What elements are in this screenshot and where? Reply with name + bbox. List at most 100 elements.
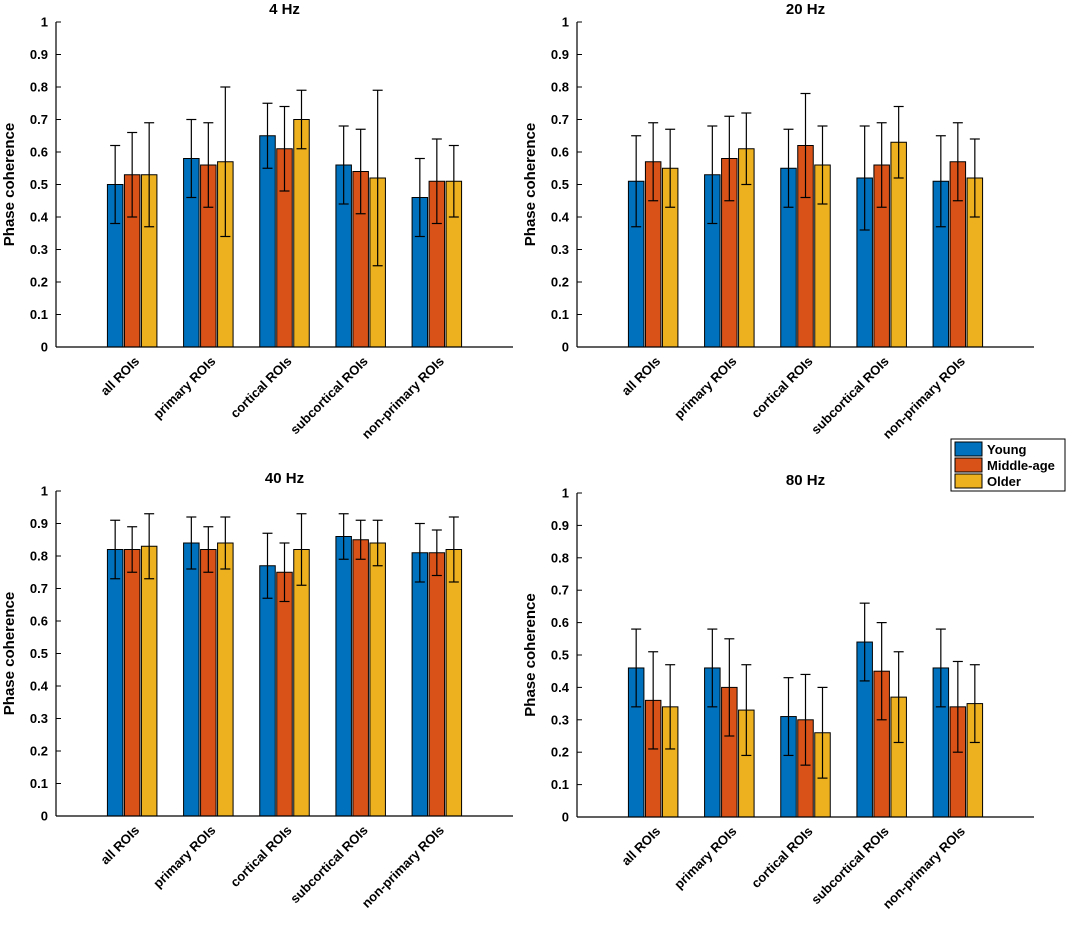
y-tick-label: 0.8 <box>30 80 48 95</box>
bar <box>293 549 310 817</box>
y-axis-label: Phase coherence <box>1 123 18 246</box>
bar <box>123 549 141 817</box>
chart-title: 80 Hz <box>786 472 825 489</box>
y-tick-label: 0.1 <box>30 776 48 791</box>
bar <box>217 542 234 817</box>
y-tick-label: 0.2 <box>30 744 48 759</box>
y-axis-label: Phase coherence <box>1 592 18 715</box>
bar <box>411 552 429 817</box>
y-tick-label: 0 <box>562 340 569 355</box>
legend-swatch-middle-age <box>954 457 983 473</box>
bar <box>106 549 124 817</box>
category-label: all ROIs <box>618 354 663 399</box>
category-label: cortical ROIs <box>227 354 294 421</box>
y-tick-label: 0 <box>41 809 48 824</box>
category-label: subcortical ROIs <box>287 354 371 438</box>
category-label: primary ROIs <box>150 823 218 891</box>
y-tick-label: 0.1 <box>551 777 569 792</box>
bar <box>293 119 310 348</box>
bar <box>352 539 369 817</box>
category-label: cortical ROIs <box>227 823 294 890</box>
y-tick-label: 0.1 <box>551 307 569 322</box>
chart-panel-2: 20 Hz Phase coherence 0 0.1 0.2 0.3 0.4 0.5 0.6 0… <box>522 1 1034 442</box>
y-tick-label: 0.7 <box>30 581 48 596</box>
y-tick-label: 0.1 <box>30 307 48 322</box>
legend-label-young: Young <box>987 442 1027 457</box>
y-tick-label: 0 <box>562 810 569 825</box>
y-tick-label: 0.9 <box>551 518 569 533</box>
y-tick-label: 0 <box>41 340 48 355</box>
y-tick-label: 0.3 <box>551 242 569 257</box>
y-tick-label: 0.6 <box>30 145 48 160</box>
category-label: all ROIs <box>97 354 142 399</box>
category-label: primary ROIs <box>671 354 739 422</box>
chart-panel-1: 4 Hz Phase coherence 0 0.1 0.2 0.3 0.4 0.5 0.6 0.… <box>1 1 513 442</box>
y-tick-label: 0.9 <box>30 47 48 62</box>
bar <box>445 549 463 817</box>
y-tick-label: 0.3 <box>551 712 569 727</box>
bar <box>335 536 352 817</box>
category-label: non-primary ROIs <box>880 824 968 912</box>
category-label: non-primary ROIs <box>359 354 447 442</box>
y-tick-label: 0.4 <box>551 210 570 225</box>
y-tick-label: 0.6 <box>551 145 569 160</box>
legend-label-older: Older <box>987 474 1021 489</box>
y-tick-label: 0.8 <box>30 549 48 564</box>
category-label: primary ROIs <box>671 824 739 892</box>
legend-label-middle-age: Middle-age <box>987 458 1055 473</box>
y-tick-label: 0.4 <box>30 679 49 694</box>
y-tick-label: 0.5 <box>30 646 48 661</box>
category-label: all ROIs <box>97 823 142 868</box>
category-label: cortical ROIs <box>748 354 815 421</box>
chart-title: 4 Hz <box>269 1 300 18</box>
category-label: subcortical ROIs <box>287 823 371 907</box>
y-tick-label: 1 <box>41 15 48 30</box>
y-tick-label: 0.9 <box>30 516 48 531</box>
legend-swatch-young <box>954 441 983 457</box>
bar <box>183 542 200 817</box>
y-tick-label: 0.5 <box>30 177 48 192</box>
y-tick-label: 0.7 <box>30 112 48 127</box>
category-label: all ROIs <box>618 824 663 869</box>
bar <box>259 565 276 817</box>
y-tick-label: 0.3 <box>30 242 48 257</box>
legend: Young Middle-age Older <box>950 438 1066 492</box>
category-label: non-primary ROIs <box>359 823 447 911</box>
y-tick-label: 0.6 <box>551 615 569 630</box>
y-tick-label: 0.7 <box>551 583 569 598</box>
y-tick-label: 1 <box>41 484 48 499</box>
y-axis-label: Phase coherence <box>522 593 539 716</box>
y-tick-label: 0.7 <box>551 112 569 127</box>
y-tick-label: 0.3 <box>30 711 48 726</box>
category-label: non-primary ROIs <box>880 354 968 442</box>
y-tick-label: 1 <box>562 486 569 501</box>
y-tick-label: 0.9 <box>551 47 569 62</box>
category-label: subcortical ROIs <box>808 354 892 438</box>
category-label: cortical ROIs <box>748 824 815 891</box>
legend-swatch-older <box>954 473 983 489</box>
chart-title: 40 Hz <box>265 470 304 487</box>
bar <box>369 542 386 817</box>
bar <box>140 545 158 817</box>
bar <box>200 549 217 817</box>
chart-panel-3: 40 Hz Phase coherence 0 0.1 0.2 0.3 0.4 0.5 0.6 0… <box>1 470 513 911</box>
bar <box>428 552 446 817</box>
y-tick-label: 0.5 <box>551 177 569 192</box>
y-tick-label: 0.5 <box>551 648 569 663</box>
y-tick-label: 0.4 <box>30 210 49 225</box>
y-tick-label: 1 <box>562 15 569 30</box>
y-tick-label: 0.2 <box>551 745 569 760</box>
y-tick-label: 0.2 <box>30 275 48 290</box>
chart-title: 20 Hz <box>786 1 825 18</box>
y-tick-label: 0.4 <box>551 680 570 695</box>
category-label: subcortical ROIs <box>808 824 892 908</box>
y-tick-label: 0.6 <box>30 614 48 629</box>
category-label: primary ROIs <box>150 354 218 422</box>
y-tick-label: 0.8 <box>551 80 569 95</box>
y-tick-label: 0.2 <box>551 275 569 290</box>
chart-panel-4: 80 Hz Phase coherence 0 0.1 0.2 0.3 0.4 0.5 0.6 0… <box>522 472 1034 912</box>
bar <box>276 571 293 817</box>
y-tick-label: 0.8 <box>551 550 569 565</box>
y-axis-label: Phase coherence <box>522 123 539 246</box>
